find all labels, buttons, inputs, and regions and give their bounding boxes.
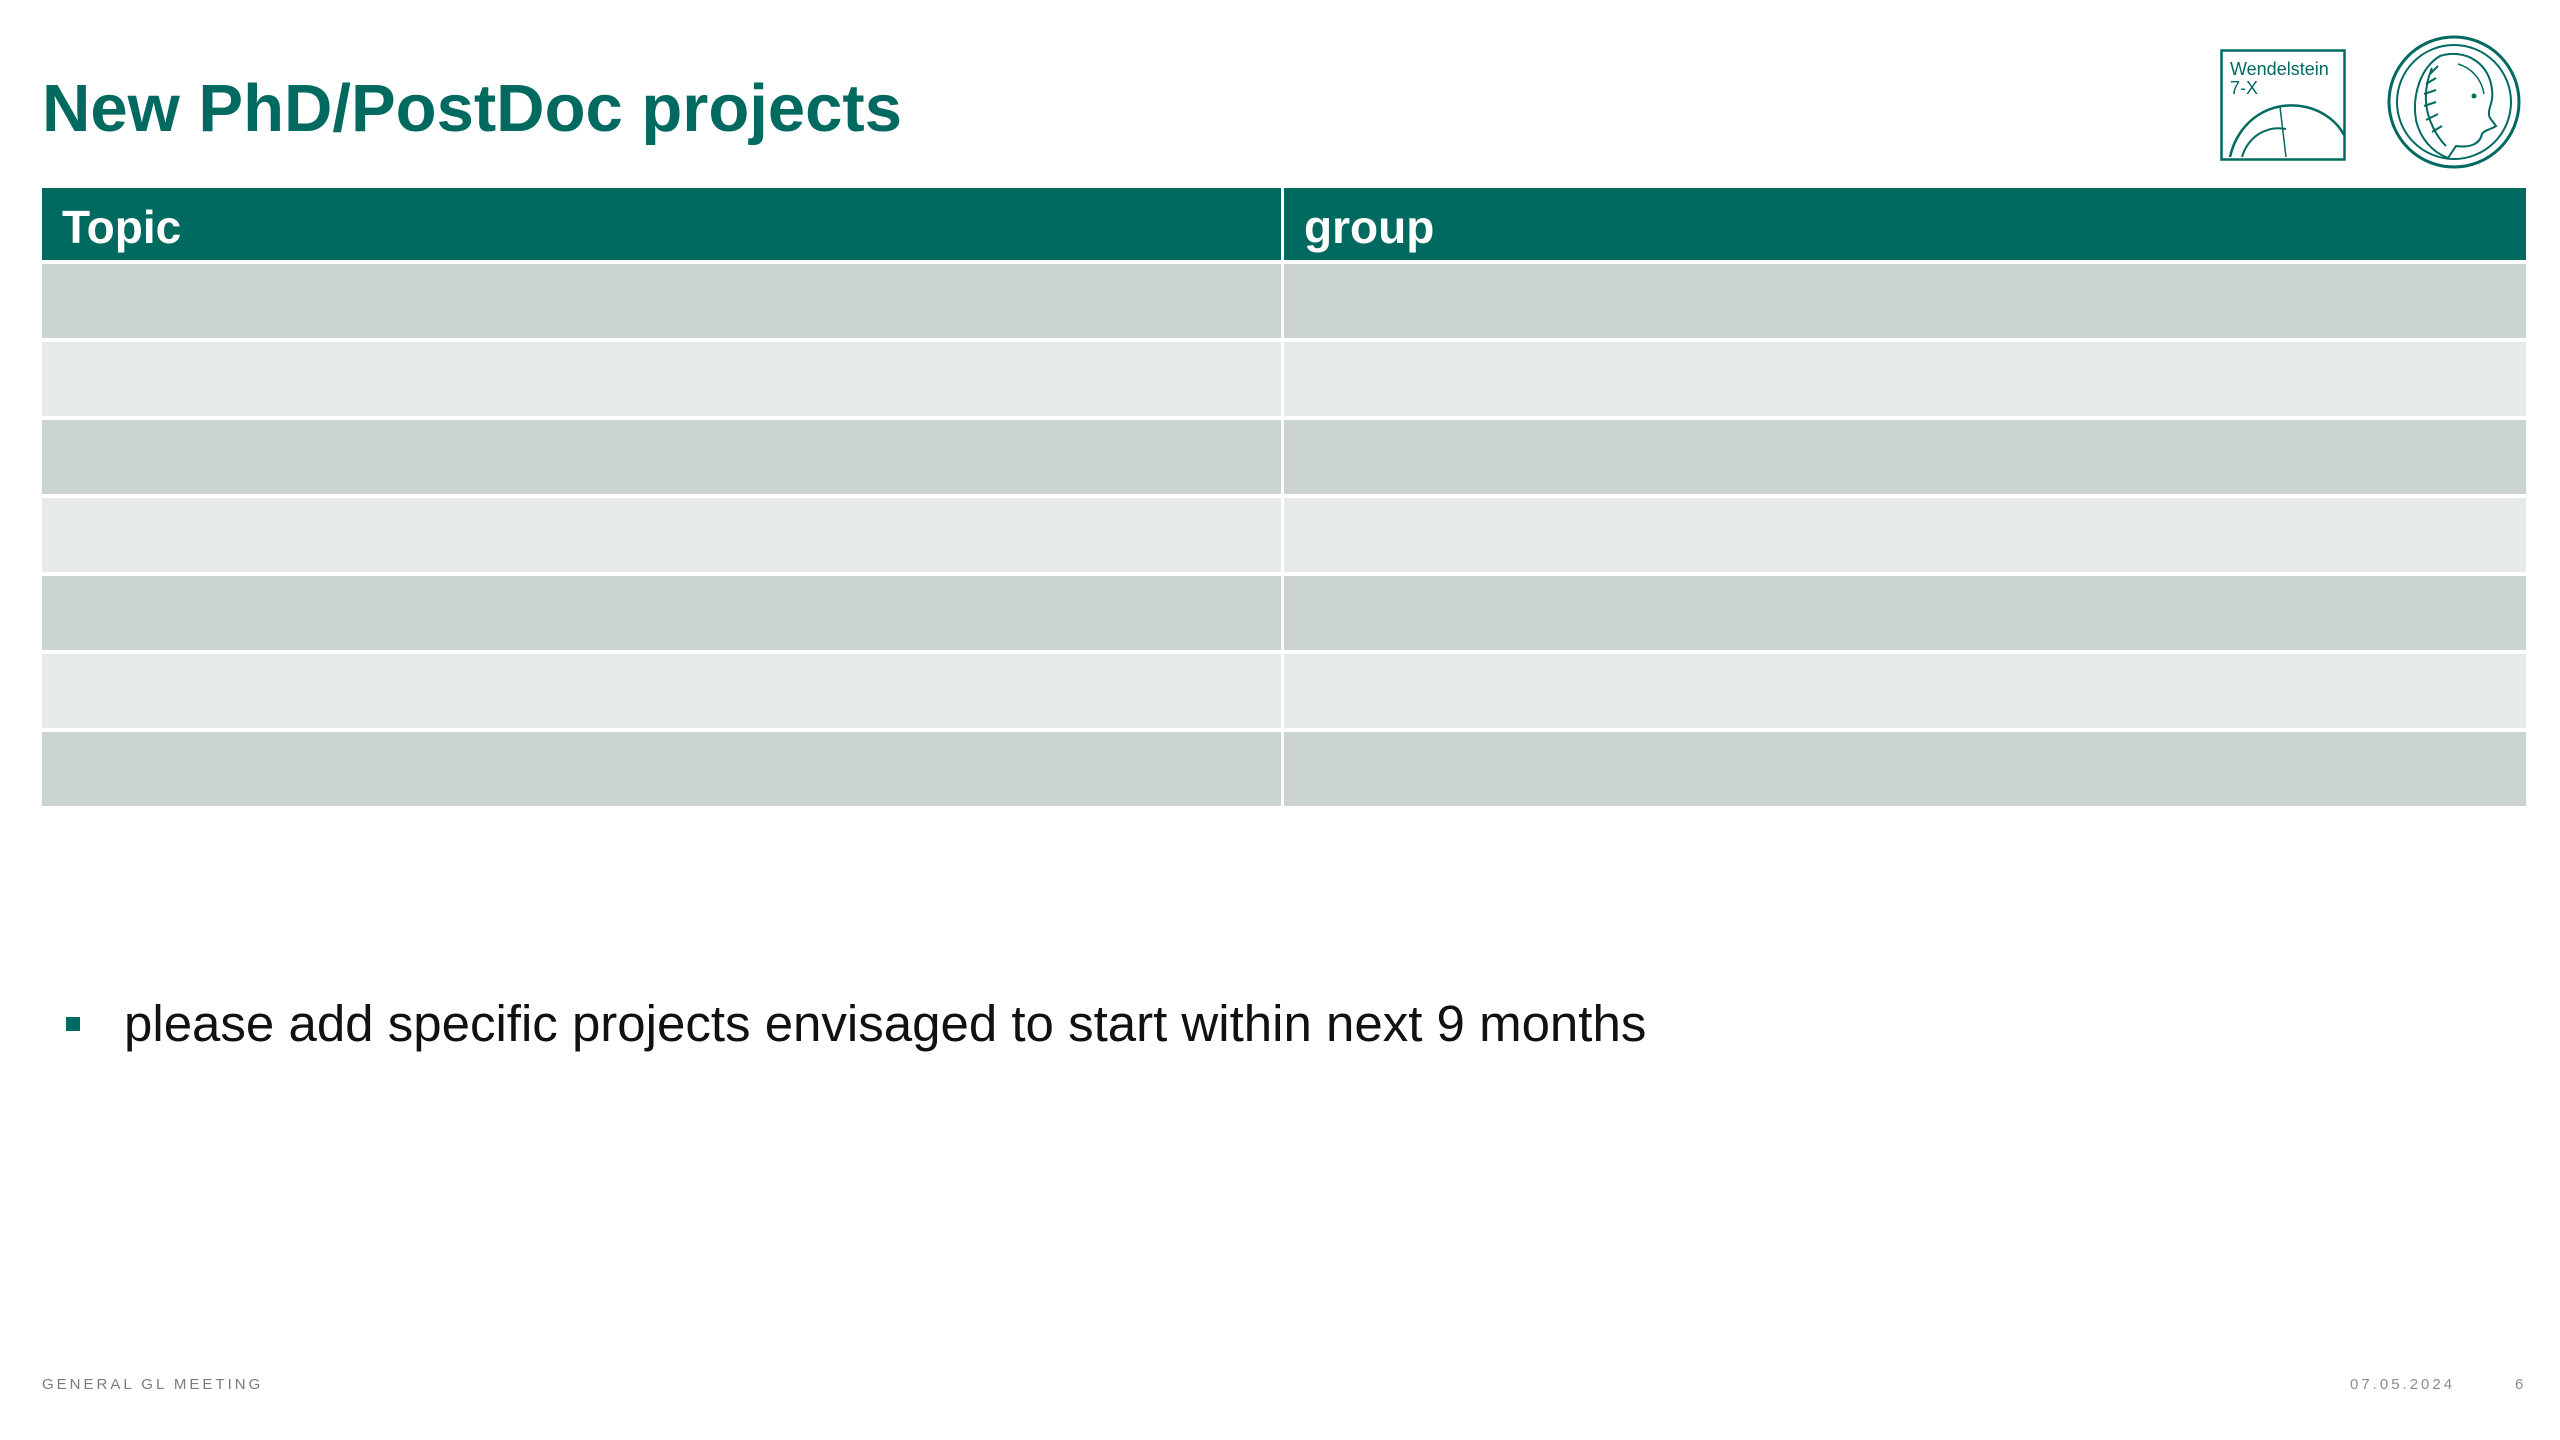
table-cell-group	[1284, 498, 2526, 572]
table-row	[42, 264, 2526, 338]
table-cell-topic	[42, 654, 1284, 728]
projects-table: Topic group	[42, 188, 2526, 806]
w7x-logo-line1: Wendelstein	[2230, 59, 2329, 79]
table-cell-group	[1284, 264, 2526, 338]
table-cell-group	[1284, 654, 2526, 728]
table-cell-group	[1284, 342, 2526, 416]
table-row	[42, 420, 2526, 494]
table-cell-topic	[42, 264, 1284, 338]
table-cell-group	[1284, 420, 2526, 494]
square-bullet-icon	[66, 1017, 80, 1031]
table-row	[42, 732, 2526, 806]
table-row	[42, 498, 2526, 572]
table-cell-group	[1284, 576, 2526, 650]
footer-event-label: GENERAL GL MEETING	[42, 1376, 264, 1393]
table-cell-topic	[42, 732, 1284, 806]
wendelstein-7x-logo: Wendelstein 7-X	[2220, 49, 2346, 161]
bullet-item: please add specific projects envisaged t…	[66, 994, 1646, 1054]
table-header-row: Topic group	[42, 188, 2526, 260]
footer-page-number: 6	[2515, 1376, 2524, 1393]
table-cell-topic	[42, 576, 1284, 650]
max-planck-minerva-logo	[2387, 35, 2521, 169]
table-cell-group	[1284, 732, 2526, 806]
table-row	[42, 654, 2526, 728]
table-cell-topic	[42, 420, 1284, 494]
header-topic: Topic	[42, 188, 1284, 260]
bullet-text: please add specific projects envisaged t…	[124, 995, 1647, 1052]
table-cell-topic	[42, 342, 1284, 416]
logo-group: Wendelstein 7-X	[2220, 34, 2524, 170]
w7x-logo-line2: 7-X	[2230, 78, 2258, 98]
slide-title: New PhD/PostDoc projects	[42, 71, 903, 146]
header-group: group	[1284, 188, 2526, 260]
table-row	[42, 576, 2526, 650]
table-cell-topic	[42, 498, 1284, 572]
table-row	[42, 342, 2526, 416]
footer-date: 07.05.2024	[2350, 1376, 2456, 1393]
